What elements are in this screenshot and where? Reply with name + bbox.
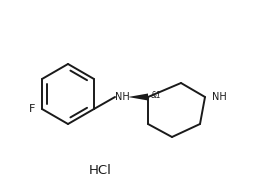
Text: NH: NH <box>115 92 129 102</box>
Text: HCl: HCl <box>88 164 111 177</box>
Polygon shape <box>128 93 148 101</box>
Text: F: F <box>29 104 35 114</box>
Text: NH: NH <box>212 92 227 102</box>
Text: &1: &1 <box>151 91 162 100</box>
